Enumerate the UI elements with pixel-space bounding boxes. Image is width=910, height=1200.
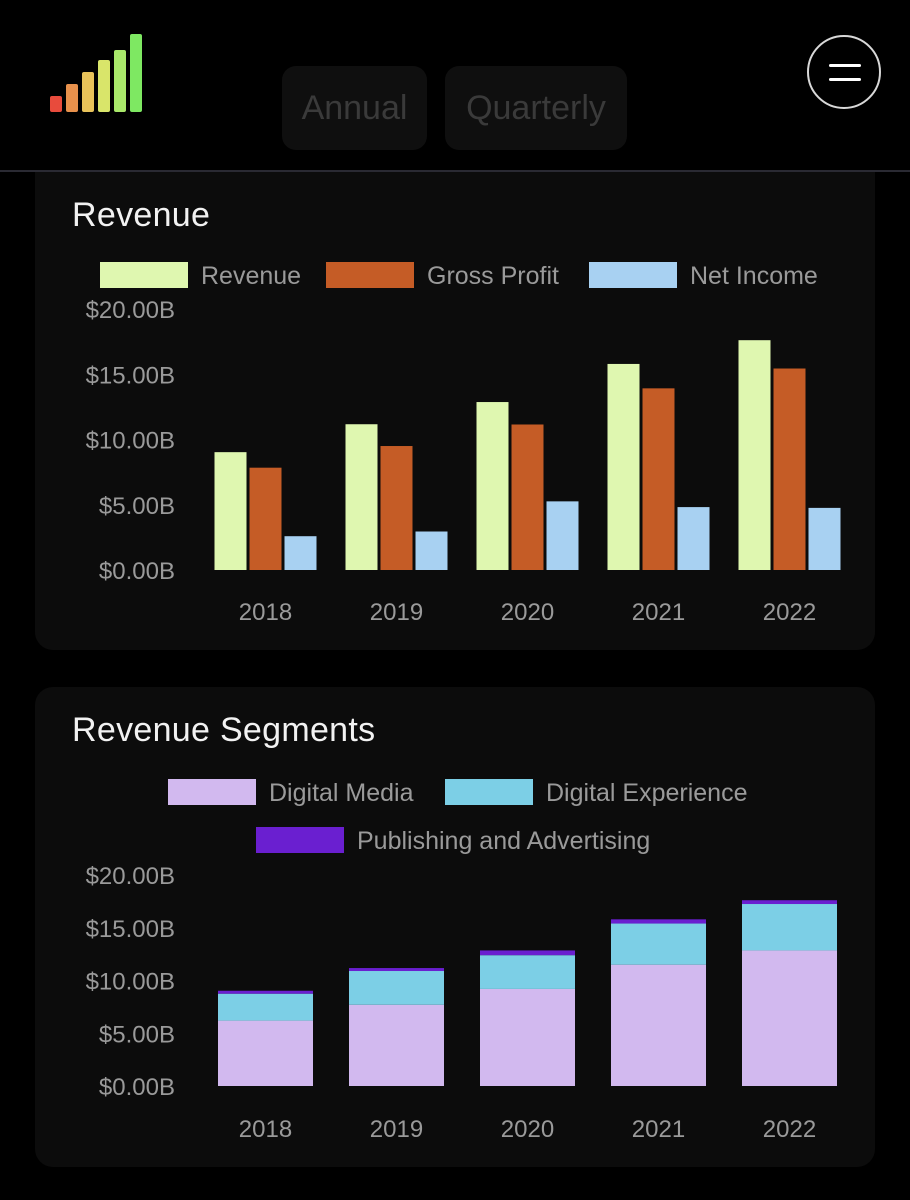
- x-tick-label: 2021: [632, 599, 685, 626]
- top-bar: Annual Quarterly: [0, 0, 910, 172]
- bar[interactable]: [773, 368, 806, 570]
- legend-swatch[interactable]: [445, 779, 533, 805]
- x-tick-label: 2020: [501, 599, 554, 626]
- y-tick-label: $20.00B: [86, 297, 175, 324]
- x-tick-label: 2019: [370, 599, 423, 626]
- revenue-chart-card: Revenue Revenue Gross Profit Net Income $0.…: [35, 172, 875, 650]
- revenue-chart: Revenue Gross Profit Net Income $0.00B $5.00…: [86, 262, 841, 626]
- chart-title: Revenue Segments: [72, 711, 376, 749]
- legend-swatch[interactable]: [589, 262, 677, 288]
- bar[interactable]: [380, 446, 413, 570]
- bar-segment[interactable]: [742, 900, 837, 905]
- bar[interactable]: [345, 424, 378, 570]
- x-tick-label: 2018: [239, 1116, 292, 1143]
- bar-segment[interactable]: [218, 1020, 313, 1086]
- legend-swatch[interactable]: [100, 262, 188, 288]
- bar[interactable]: [249, 467, 282, 570]
- legend-label[interactable]: Publishing and Advertising: [357, 827, 650, 855]
- bar[interactable]: [677, 507, 710, 570]
- x-tick-label: 2021: [632, 1116, 685, 1143]
- legend-swatch[interactable]: [168, 779, 256, 805]
- tab-annual[interactable]: Annual: [282, 66, 427, 150]
- bar[interactable]: [546, 501, 579, 570]
- revenue-segments-chart: Digital Media Digital Experience Publishin…: [86, 779, 837, 1143]
- bar-segment[interactable]: [742, 904, 837, 951]
- y-tick-label: $5.00B: [99, 1021, 175, 1048]
- menu-line: [829, 78, 861, 81]
- signal-bars-logo-icon[interactable]: [48, 30, 148, 116]
- bar-segment[interactable]: [349, 971, 444, 1005]
- bar[interactable]: [415, 531, 448, 570]
- logo-bar: [114, 50, 126, 112]
- chart-title: Revenue: [72, 196, 211, 234]
- bar-segment[interactable]: [611, 919, 706, 924]
- bar-segment[interactable]: [349, 1004, 444, 1086]
- legend-swatch[interactable]: [326, 262, 414, 288]
- logo-bar: [66, 84, 78, 112]
- bar-segment[interactable]: [742, 950, 837, 1086]
- x-tick-label: 2019: [370, 1116, 423, 1143]
- y-tick-label: $15.00B: [86, 916, 175, 943]
- y-tick-label: $5.00B: [99, 493, 175, 520]
- x-tick-label: 2020: [501, 1116, 554, 1143]
- bar[interactable]: [642, 388, 675, 570]
- bar-segment[interactable]: [611, 964, 706, 1086]
- bar[interactable]: [284, 536, 317, 570]
- legend-label[interactable]: Gross Profit: [427, 262, 559, 290]
- y-tick-label: $0.00B: [99, 558, 175, 585]
- bar-segment[interactable]: [480, 955, 575, 989]
- bar[interactable]: [738, 340, 771, 570]
- legend-label[interactable]: Revenue: [201, 262, 301, 290]
- revenue-segments-chart-card: Revenue Segments Digital Media Digital Ex…: [35, 687, 875, 1167]
- bar-segment[interactable]: [218, 993, 313, 1021]
- logo-bar: [98, 60, 110, 112]
- y-tick-label: $10.00B: [86, 969, 175, 996]
- tab-quarterly[interactable]: Quarterly: [445, 66, 627, 150]
- bar-segment[interactable]: [480, 950, 575, 956]
- menu-line: [829, 64, 861, 67]
- x-tick-label: 2022: [763, 599, 816, 626]
- bar-segment[interactable]: [480, 988, 575, 1086]
- legend-label[interactable]: Digital Media: [269, 779, 414, 807]
- bar[interactable]: [214, 452, 247, 570]
- x-tick-label: 2018: [239, 599, 292, 626]
- bar[interactable]: [808, 507, 841, 570]
- x-tick-label: 2022: [763, 1116, 816, 1143]
- bar-segment[interactable]: [349, 968, 444, 972]
- y-tick-label: $20.00B: [86, 863, 175, 890]
- bar[interactable]: [476, 402, 509, 570]
- y-tick-label: $15.00B: [86, 362, 175, 389]
- legend-label[interactable]: Net Income: [690, 262, 818, 290]
- hamburger-menu-icon[interactable]: [807, 35, 881, 109]
- logo-bar: [82, 72, 94, 112]
- logo-bar: [130, 34, 142, 112]
- legend-label[interactable]: Digital Experience: [546, 779, 748, 807]
- logo-bar: [50, 96, 62, 112]
- bar-segment[interactable]: [218, 990, 313, 994]
- bar[interactable]: [607, 363, 640, 570]
- bar-segment[interactable]: [611, 923, 706, 965]
- y-tick-label: $10.00B: [86, 428, 175, 455]
- bar[interactable]: [511, 424, 544, 570]
- y-tick-label: $0.00B: [99, 1074, 175, 1101]
- legend-swatch[interactable]: [256, 827, 344, 853]
